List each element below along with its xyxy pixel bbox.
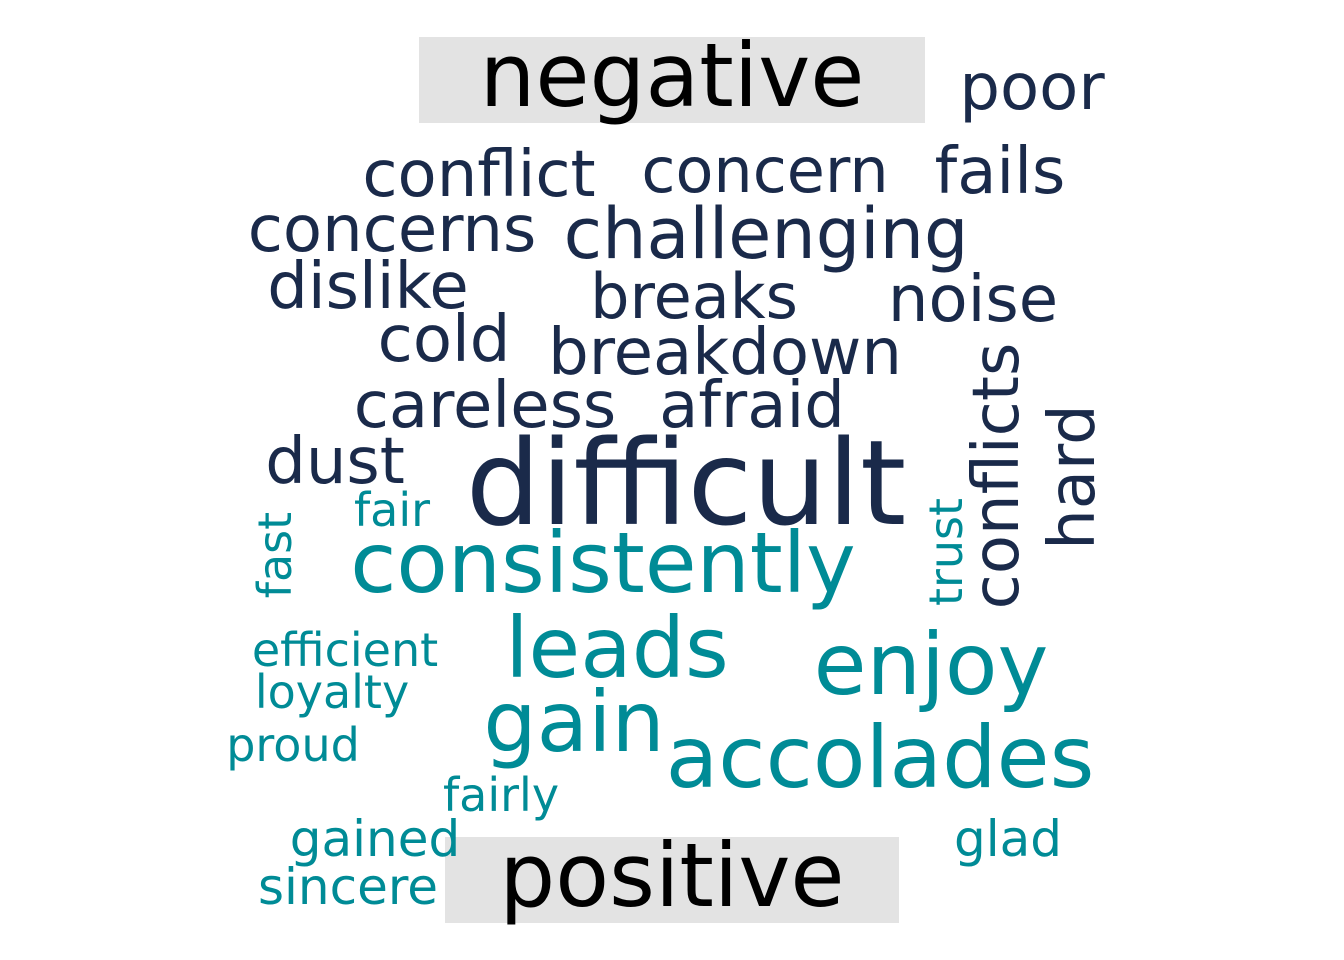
word-positive-gained: gained xyxy=(289,810,461,868)
word-positive-fairly: fairly xyxy=(442,768,560,822)
word-positive-accolades: accolades xyxy=(665,708,1095,808)
word-negative-cold: cold xyxy=(377,303,511,377)
word-positive-leads: leads xyxy=(505,599,729,697)
word-negative-hard: hard xyxy=(1036,404,1110,550)
word-negative-conflicts: conflicts xyxy=(960,342,1034,610)
group-label-negative-text: negative xyxy=(479,24,865,127)
word-negative-poor: poor xyxy=(959,51,1105,125)
word-negative-afraid: afraid xyxy=(659,369,845,443)
word-positive-glad: glad xyxy=(953,810,1063,868)
word-negative-fails: fails xyxy=(934,135,1066,209)
word-positive-gain: gain xyxy=(483,673,665,771)
group-label-positive-text: positive xyxy=(499,824,845,927)
word-negative-concern: concern xyxy=(641,134,889,207)
word-negative-careless: careless xyxy=(353,369,617,443)
word-positive-sincere: sincere xyxy=(257,858,439,916)
word-positive-loyalty: loyalty xyxy=(254,665,410,719)
word-positive-trust: trust xyxy=(919,497,973,607)
word-negative-dust: dust xyxy=(265,425,405,499)
word-negative-dislike: dislike xyxy=(267,250,469,324)
word-positive-fair: fair xyxy=(353,483,431,537)
word-negative-noise: noise xyxy=(887,263,1059,337)
group-label-negative: negative xyxy=(419,32,925,123)
word-positive-proud: proud xyxy=(226,718,360,772)
word-negative-conflict: conflict xyxy=(362,138,596,212)
group-label-positive: positive xyxy=(445,832,899,923)
word-negative-difficult: difficult xyxy=(465,414,907,552)
word-negative-breaks: breaks xyxy=(590,260,798,333)
word-positive-fast: fast xyxy=(248,511,302,599)
word-negative-challenging: challenging xyxy=(563,193,969,275)
word-positive-efficient: efficient xyxy=(251,623,439,677)
word-negative-breakdown: breakdown xyxy=(548,316,902,390)
word-positive-consistently: consistently xyxy=(350,514,856,612)
word-positive-enjoy: enjoy xyxy=(813,615,1049,715)
word-negative-concerns: concerns xyxy=(247,193,537,267)
